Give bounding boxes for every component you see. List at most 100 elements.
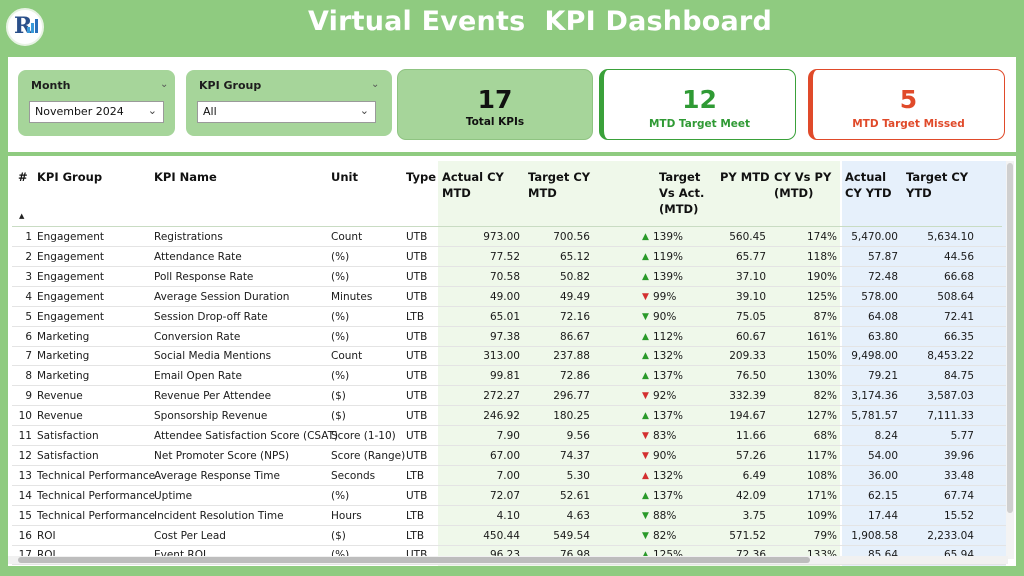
table-row[interactable]: 2 Engagement Attendance Rate (%) UTB 77.52 65.… bbox=[8, 247, 1006, 267]
col-header-target-vs-act[interactable]: Target Vs Act. (MTD) bbox=[659, 170, 705, 216]
cell-py-mtd: 42.09 bbox=[735, 489, 766, 502]
cell-py-mtd: 11.66 bbox=[735, 430, 766, 442]
table-row[interactable]: 1 Engagement Registrations Count UTB 973.00 70… bbox=[8, 227, 1006, 247]
cell-kpi-group: Marketing bbox=[37, 330, 90, 343]
col-header-cy-vs-py[interactable]: CY Vs PY (MTD) bbox=[774, 170, 832, 200]
kpi-group-dropdown[interactable]: All ⌄ bbox=[197, 101, 376, 123]
horizontal-scrollbar[interactable] bbox=[8, 556, 1008, 564]
triangle-down-icon: ▼ bbox=[642, 391, 649, 402]
table-row[interactable]: 8 Marketing Email Open Rate (%) UTB 99.81 72.8… bbox=[8, 366, 1006, 387]
chevron-down-icon[interactable]: ⌄ bbox=[160, 79, 169, 90]
cell-target-cy-mtd: 4.63 bbox=[566, 509, 590, 522]
vertical-scrollbar[interactable] bbox=[1006, 161, 1014, 559]
table-row[interactable]: 16 ROI Cost Per Lead ($) LTB 450.44 549.54 82% 5… bbox=[8, 526, 1006, 546]
triangle-down-icon: ▼ bbox=[642, 450, 649, 461]
cell-unit: ($) bbox=[331, 390, 346, 403]
row-divider bbox=[12, 484, 1006, 486]
table-row[interactable]: 15 Technical Performance Incident Resoluti… bbox=[8, 506, 1006, 526]
cell-cy-vs-py: 79% bbox=[813, 529, 837, 542]
month-dropdown-value: November 2024 bbox=[35, 105, 124, 118]
cell-actual-cy-mtd: 272.27 bbox=[483, 390, 520, 403]
cell-py-mtd: 57.26 bbox=[735, 449, 766, 462]
cell-target-cy-ytd: 39.96 bbox=[943, 449, 974, 462]
cell-target-vs-act: 139% bbox=[653, 270, 684, 283]
row-divider bbox=[12, 425, 1006, 427]
cell-kpi-group: Satisfaction bbox=[37, 430, 99, 442]
col-header-actual-cy-ytd[interactable]: Actual CY YTD bbox=[845, 170, 892, 200]
col-header-py-mtd[interactable]: PY MTD bbox=[720, 170, 770, 184]
triangle-down-icon: ▼ bbox=[642, 431, 649, 441]
month-dropdown[interactable]: November 2024 ⌄ bbox=[29, 101, 164, 123]
cell-target-cy-ytd: 66.35 bbox=[943, 330, 974, 343]
cell-actual-cy-mtd: 313.00 bbox=[483, 350, 520, 363]
cell-kpi-name: Sponsorship Revenue bbox=[154, 410, 268, 423]
cell-target-cy-ytd: 72.41 bbox=[943, 310, 974, 323]
table-row[interactable]: 11 Satisfaction Attendee Satisfaction Scor… bbox=[8, 426, 1006, 446]
row-divider bbox=[12, 524, 1006, 526]
cell-target-vs-act: 139% bbox=[653, 231, 684, 243]
cell-type: UTB bbox=[406, 410, 428, 423]
vertical-scroll-thumb[interactable] bbox=[1007, 163, 1013, 513]
kpi-group-slicer-label: KPI Group bbox=[199, 79, 262, 92]
cell-actual-cy-ytd: 64.08 bbox=[867, 310, 898, 323]
cell-cy-vs-py: 68% bbox=[813, 430, 837, 442]
table-row[interactable]: 6 Marketing Conversion Rate (%) UTB 97.38 86.6… bbox=[8, 327, 1006, 347]
cell-number: 11 bbox=[18, 430, 32, 442]
row-divider bbox=[12, 405, 1006, 407]
total-kpis-card: 17 Total KPIs bbox=[397, 69, 593, 140]
cell-target-cy-mtd: 700.56 bbox=[553, 231, 590, 243]
table-row[interactable]: 4 Engagement Average Session Duration Minut… bbox=[8, 287, 1006, 307]
cell-target-vs-act: 88% bbox=[653, 509, 677, 522]
horizontal-scroll-thumb[interactable] bbox=[18, 557, 810, 563]
col-header-target-cy-ytd[interactable]: Target CY YTD bbox=[906, 170, 969, 200]
cell-target-vs-act: 137% bbox=[653, 489, 684, 502]
triangle-down-icon: ▼ bbox=[642, 291, 649, 302]
col-header-type[interactable]: Type bbox=[406, 170, 437, 184]
cell-actual-cy-ytd: 54.00 bbox=[867, 449, 898, 462]
col-header-number[interactable]: # bbox=[18, 170, 28, 184]
cell-type: LTB bbox=[406, 529, 425, 542]
table-row[interactable]: 12 Satisfaction Net Promoter Score (NPS) Sc… bbox=[8, 446, 1006, 466]
table-row[interactable]: 10 Revenue Sponsorship Revenue ($) UTB 246.92… bbox=[8, 406, 1006, 427]
cell-kpi-name: Incident Resolution Time bbox=[154, 509, 284, 522]
chevron-down-icon[interactable]: ⌄ bbox=[371, 79, 380, 90]
table-row[interactable]: 13 Technical Performance Average Response … bbox=[8, 466, 1006, 486]
col-header-kpi-name[interactable]: KPI Name bbox=[154, 170, 217, 184]
table-row[interactable]: 14 Technical Performance Uptime (%) UTB 72.07… bbox=[8, 486, 1006, 506]
col-header-unit[interactable]: Unit bbox=[331, 170, 358, 184]
cell-target-cy-mtd: 296.77 bbox=[553, 390, 590, 403]
cell-unit: ($) bbox=[331, 410, 346, 423]
cell-target-cy-ytd: 84.75 bbox=[943, 370, 974, 383]
filter-card-panel: Month ⌄ November 2024 ⌄ KPI Group ⌄ All … bbox=[8, 57, 1016, 152]
cell-number: 3 bbox=[25, 270, 32, 283]
sort-ascending-icon[interactable]: ▲ bbox=[19, 212, 25, 220]
cell-cy-vs-py: 150% bbox=[806, 350, 837, 363]
cell-kpi-name: Attendance Rate bbox=[154, 250, 242, 263]
col-header-actual-cy-mtd[interactable]: Actual CY MTD bbox=[442, 170, 504, 200]
cell-number: 10 bbox=[18, 410, 32, 423]
cell-actual-cy-ytd: 578.00 bbox=[861, 290, 898, 303]
cell-target-cy-ytd: 66.68 bbox=[943, 270, 974, 283]
month-slicer: Month ⌄ November 2024 ⌄ bbox=[18, 70, 175, 136]
row-divider bbox=[12, 305, 1006, 307]
cell-type: UTB bbox=[406, 430, 428, 442]
cell-kpi-group: Satisfaction bbox=[37, 449, 99, 462]
cell-type: LTB bbox=[406, 509, 425, 522]
cell-target-vs-act: 83% bbox=[653, 430, 677, 442]
table-row[interactable]: 5 Engagement Session Drop-off Rate (%) LTB 65… bbox=[8, 307, 1006, 327]
col-header-kpi-group[interactable]: KPI Group bbox=[37, 170, 103, 184]
mtd-target-meet-label: MTD Target Meet bbox=[648, 118, 751, 130]
cell-kpi-group: Engagement bbox=[37, 250, 104, 263]
col-header-target-cy-mtd[interactable]: Target CY MTD bbox=[528, 170, 591, 200]
cell-number: 14 bbox=[18, 489, 32, 502]
cell-type: UTB bbox=[406, 350, 428, 363]
cell-kpi-group: Marketing bbox=[37, 370, 90, 383]
table-row[interactable]: 9 Revenue Revenue Per Attendee ($) UTB 272.27… bbox=[8, 386, 1006, 407]
table-row[interactable]: 7 Marketing Social Media Mentions Count UTB 3… bbox=[8, 346, 1006, 367]
table-row[interactable]: 3 Engagement Poll Response Rate (%) UTB 70.58… bbox=[8, 267, 1006, 287]
cell-number: 1 bbox=[25, 231, 32, 243]
cell-type: LTB bbox=[406, 469, 425, 482]
cell-target-cy-ytd: 7,111.33 bbox=[927, 410, 974, 423]
cell-number: 7 bbox=[25, 350, 32, 363]
cell-cy-vs-py: 87% bbox=[813, 310, 837, 323]
